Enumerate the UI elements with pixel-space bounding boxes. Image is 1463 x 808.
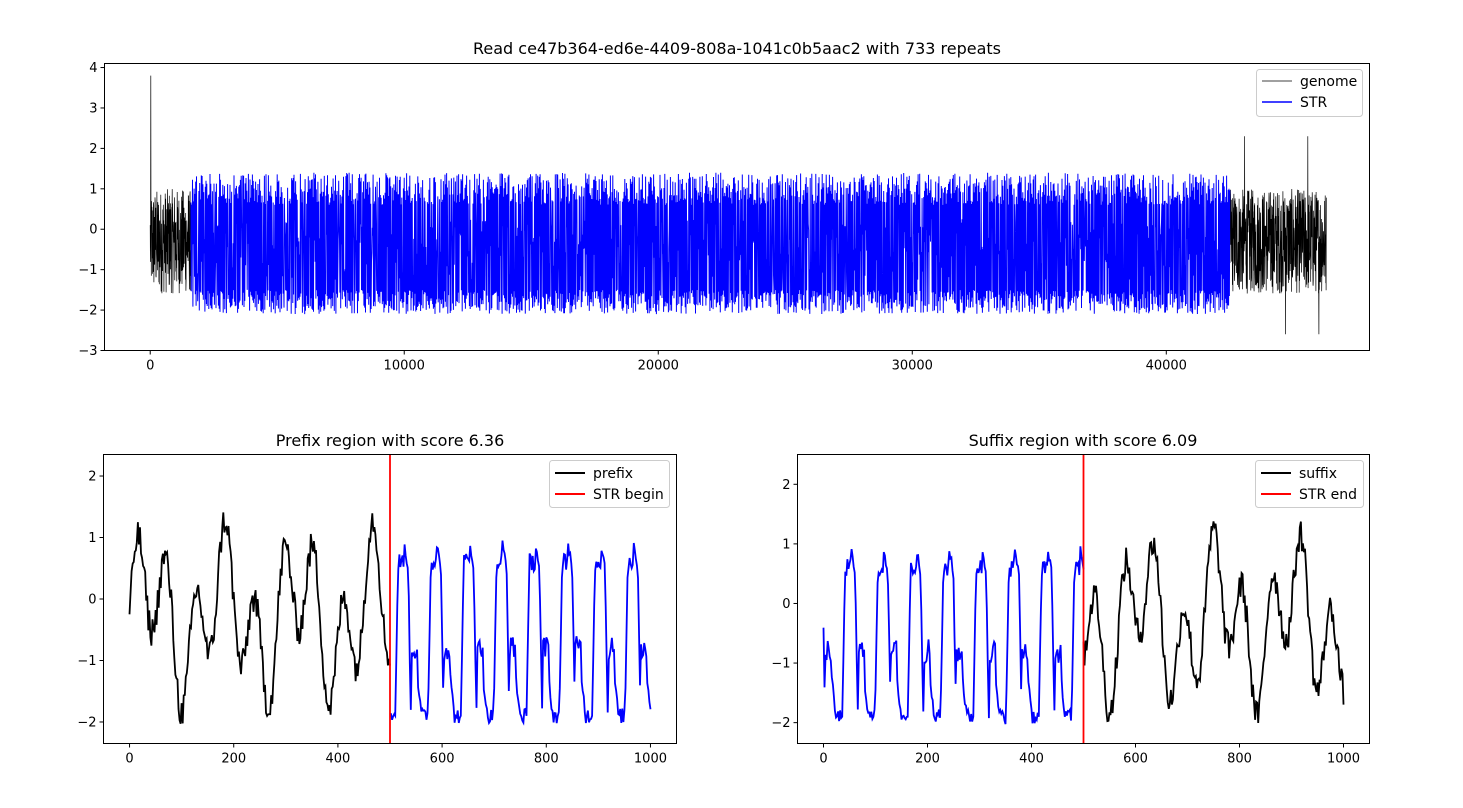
prefix-axes: 0 200 400 600 800 1000 −2 −1 0 1 2	[77, 470, 667, 767]
x-tick-label: 0	[146, 359, 154, 374]
read-legend: genome STR	[1256, 69, 1363, 117]
suffix-panel: Suffix region with score 6.09 0 200 400 600…	[771, 431, 1370, 767]
prefix-plot-frame	[103, 454, 677, 744]
prefix-panel: Prefix region with score 6.36 0 200 400 600…	[77, 431, 677, 767]
x-tick-label: 400	[1019, 752, 1044, 767]
legend-label-prefix: prefix	[593, 466, 633, 482]
series-str-line	[190, 172, 1231, 315]
x-tick-label: 600	[1123, 752, 1148, 767]
read-plot-frame	[104, 63, 1370, 351]
y-tick-label: 1	[88, 531, 96, 546]
y-tick-label: 1	[782, 537, 790, 552]
legend-label-genome: genome	[1300, 74, 1357, 90]
x-tick-label: 10000	[384, 359, 425, 374]
y-tick-label: −1	[77, 654, 96, 669]
series-str-line	[389, 540, 652, 726]
y-tick-label: −2	[78, 304, 97, 319]
y-tick-label: 0	[782, 597, 790, 612]
suffix-legend: suffix STR end	[1255, 460, 1364, 508]
y-tick-label: −2	[77, 715, 96, 730]
read-chart-title: Read ce47b364-ed6e-4409-808a-1041c0b5aac…	[473, 39, 1001, 58]
x-tick-label: 0	[819, 752, 827, 767]
suffix-chart-title: Suffix region with score 6.09	[969, 431, 1198, 450]
x-tick-label: 20000	[638, 359, 679, 374]
prefix-chart-title: Prefix region with score 6.36	[276, 431, 505, 450]
prefix-legend: prefix STR begin	[549, 460, 670, 508]
x-tick-label: 40000	[1146, 359, 1187, 374]
series-suffix-line	[1082, 521, 1345, 723]
x-tick-label: 600	[430, 752, 455, 767]
x-tick-label: 200	[221, 752, 246, 767]
legend-label-str-end: STR end	[1299, 487, 1357, 503]
read-plot-area	[149, 75, 1327, 335]
y-tick-label: 2	[88, 470, 96, 485]
x-tick-label: 1000	[1327, 752, 1360, 767]
legend-label-str-begin: STR begin	[593, 487, 664, 503]
series-genome-line	[149, 75, 192, 294]
suffix-axes: 0 200 400 600 800 1000 −2 −1 0 1 2	[771, 478, 1360, 767]
x-tick-label: 800	[1227, 752, 1252, 767]
series-genome-line	[1229, 136, 1327, 335]
y-tick-label: 2	[782, 478, 790, 493]
y-tick-label: 0	[88, 593, 96, 608]
prefix-plot-area	[128, 454, 652, 744]
x-tick-label: 200	[915, 752, 940, 767]
y-tick-label: −3	[78, 344, 97, 359]
y-tick-label: 1	[89, 182, 97, 197]
suffix-plot-area	[822, 454, 1345, 744]
y-tick-label: 0	[89, 223, 97, 238]
y-tick-label: 3	[89, 101, 97, 116]
x-tick-label: 1000	[634, 752, 667, 767]
x-tick-label: 30000	[892, 359, 933, 374]
x-tick-label: 0	[125, 752, 133, 767]
read-signal-panel: Read ce47b364-ed6e-4409-808a-1041c0b5aac…	[78, 39, 1370, 374]
y-tick-label: −1	[771, 657, 790, 672]
suffix-plot-frame	[797, 454, 1370, 744]
y-tick-label: −2	[771, 716, 790, 731]
y-tick-label: 2	[89, 142, 97, 157]
series-prefix-line	[128, 512, 391, 724]
y-tick-label: −1	[78, 263, 97, 278]
x-tick-label: 400	[325, 752, 350, 767]
series-str-line	[822, 546, 1085, 725]
y-tick-label: 4	[89, 61, 97, 76]
legend-label-str: STR	[1300, 95, 1327, 111]
read-axes: 0 10000 20000 30000 40000 −3 −2 −1 0 1 2 3 4	[78, 61, 1187, 373]
x-tick-label: 800	[534, 752, 559, 767]
legend-label-suffix: suffix	[1299, 466, 1337, 482]
